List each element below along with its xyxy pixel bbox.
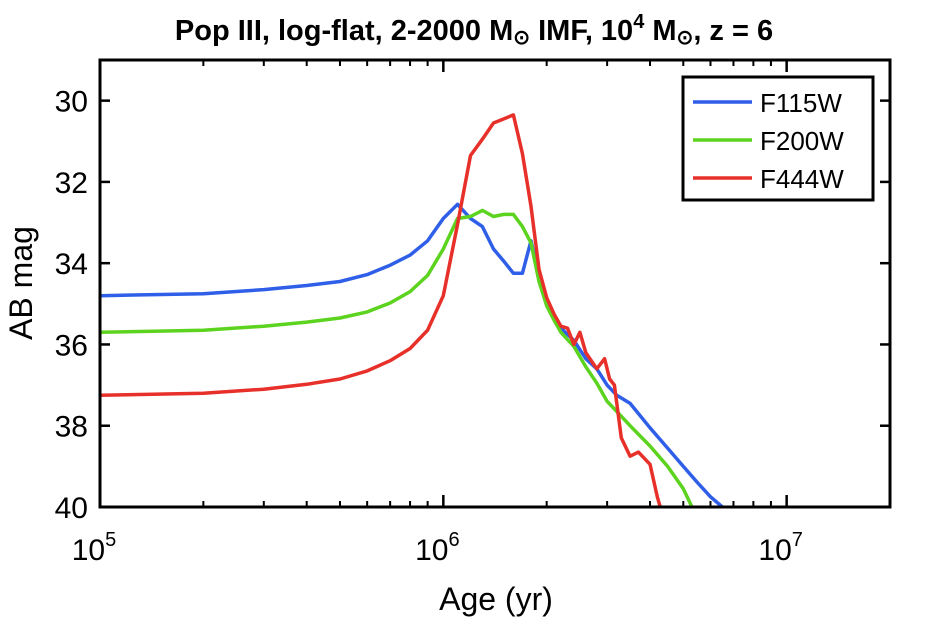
- y-ticks: 30 32 34 36 38 40: [55, 86, 890, 525]
- x-tick-label: 105: [72, 529, 117, 567]
- y-axis-label: AB mag: [3, 226, 39, 340]
- x-axis-label: Age (yr): [439, 581, 553, 617]
- legend: F115W F200W F444W: [681, 75, 875, 202]
- y-tick-label: 30: [55, 86, 88, 119]
- title-mid: IMF, 10: [530, 15, 633, 47]
- x-tick-label: 106: [415, 529, 460, 567]
- y-tick-label: 32: [55, 167, 88, 200]
- title-sun-symbol-2: ⊙: [677, 27, 694, 49]
- legend-label-f115w: F115W: [760, 88, 842, 118]
- series-line-f200w: [100, 208, 694, 507]
- y-tick-label: 40: [55, 492, 88, 525]
- title-prefix: Pop III, log-flat, 2-2000 M: [175, 15, 513, 47]
- legend-label-f200w: F200W: [760, 126, 844, 156]
- title-exponent: 4: [633, 11, 645, 33]
- title-sun-symbol: ⊙: [513, 27, 530, 49]
- x-tick-label: 107: [758, 529, 803, 567]
- y-tick-label: 34: [55, 248, 88, 281]
- plot-frame: [98, 58, 892, 509]
- y-tick-label: 38: [55, 411, 88, 444]
- y-tick-label: 36: [55, 329, 88, 362]
- series-group: [100, 113, 724, 507]
- series-line-f444w: [100, 113, 663, 507]
- x-ticks: 105 106 107: [72, 60, 803, 567]
- title-mass: M: [644, 15, 676, 47]
- chart-title: Pop III, log-flat, 2-2000 M⊙ IMF, 104 M⊙…: [175, 11, 773, 49]
- legend-label-f444w: F444W: [760, 164, 844, 194]
- series-line-f115w: [100, 202, 724, 507]
- x-minor-ticks: [202, 60, 891, 507]
- title-suffix: , z = 6: [693, 15, 773, 47]
